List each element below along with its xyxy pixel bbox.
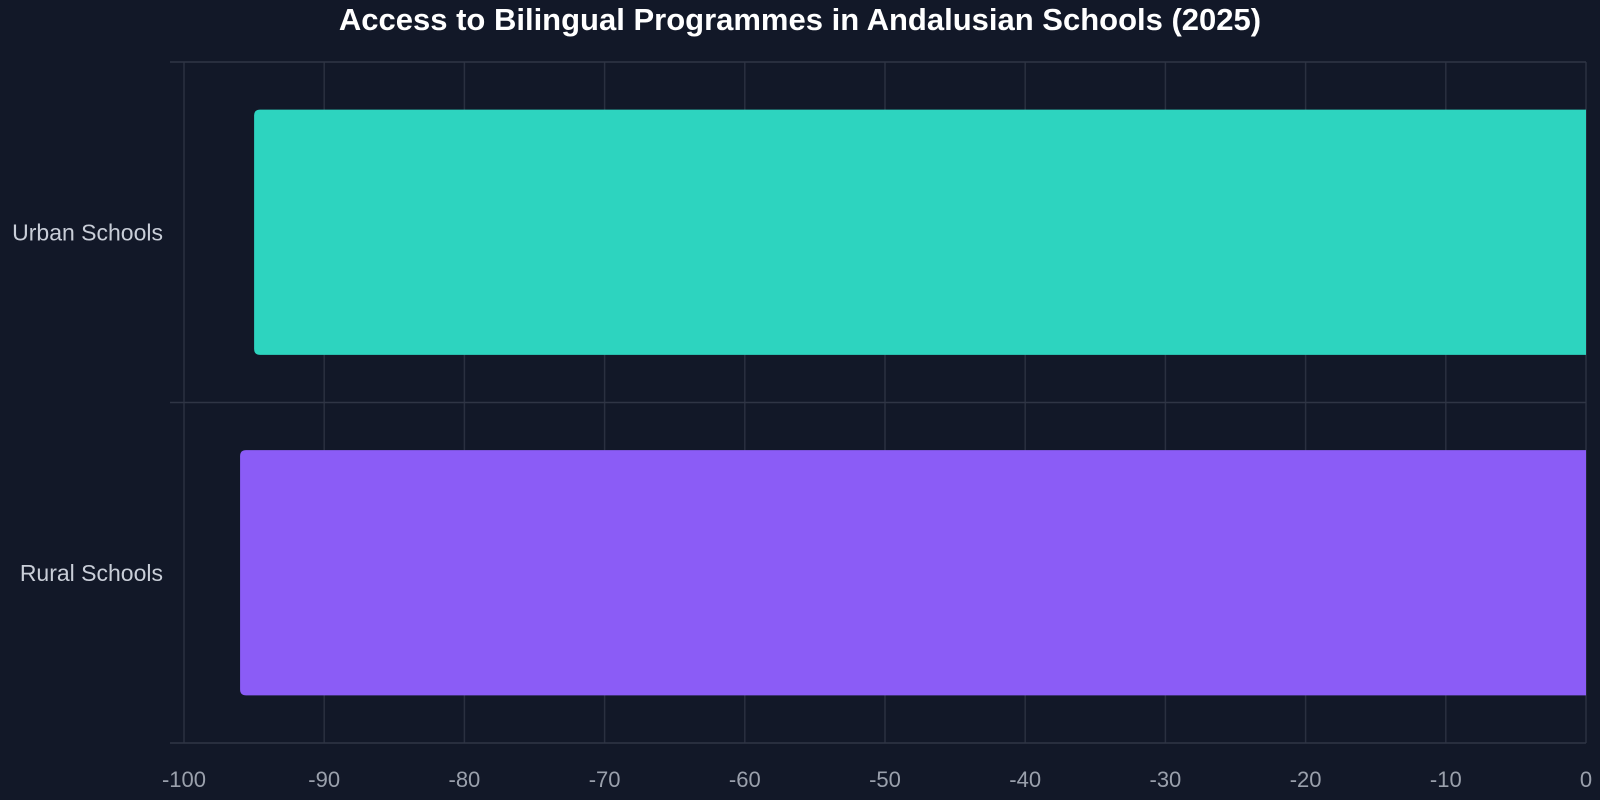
chart-title: Access to Bilingual Programmes in Andalu… <box>339 2 1261 37</box>
x-tick-label: -80 <box>449 767 481 792</box>
x-axis-ticks: -100 -90 -80 -70 -60 -50 -40 -30 -20 -10 0 <box>162 767 1592 792</box>
x-tick-label: 0 <box>1580 767 1592 792</box>
x-tick-label: -70 <box>589 767 621 792</box>
x-tick-label: -50 <box>869 767 901 792</box>
category-label: Rural Schools <box>20 560 163 586</box>
x-tick-label: -100 <box>162 767 206 792</box>
category-label: Urban Schools <box>12 219 163 245</box>
y-axis-categories: Urban Schools Rural Schools <box>12 219 163 586</box>
bar-layer <box>240 109 1587 696</box>
x-tick-label: -10 <box>1430 767 1462 792</box>
bar-urban-schools <box>254 109 1587 355</box>
x-tick-label: -90 <box>308 767 340 792</box>
x-tick-label: -60 <box>729 767 761 792</box>
x-tick-label: -20 <box>1290 767 1322 792</box>
bar-rural-schools <box>240 450 1587 696</box>
x-tick-label: -40 <box>1009 767 1041 792</box>
x-tick-label: -30 <box>1150 767 1182 792</box>
